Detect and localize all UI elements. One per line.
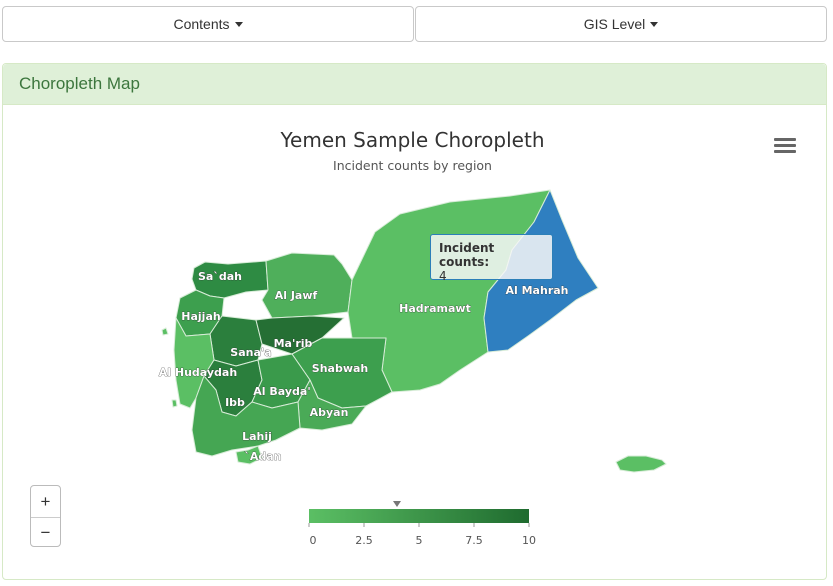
map-subtitle: Incident counts by region (333, 158, 492, 173)
toolbar: Contents GIS Level (2, 6, 827, 42)
region-label-sana-a: Sana'a (230, 346, 271, 359)
region-label-lahij: Lahij (242, 430, 272, 443)
map-title: Yemen Sample Choropleth (280, 128, 545, 152)
caret-down-icon (234, 21, 243, 27)
tooltip-value: 4 (439, 269, 447, 283)
region-abyan[interactable] (297, 379, 367, 431)
gis-level-dropdown-button[interactable]: GIS Level (415, 6, 827, 42)
legend-value-marker (393, 501, 401, 507)
region-label-al-mahrah: Al Mahrah (506, 284, 569, 297)
region-label-hajjah: Hajjah (181, 310, 220, 323)
region-label-shabwah: Shabwah (312, 362, 368, 375)
island-small (171, 399, 178, 408)
region-label-sa-dah: Sa`dah (198, 270, 242, 283)
tooltip-series: Incident counts: (439, 241, 495, 269)
region-label-ma-rib: Ma'rib (274, 337, 313, 350)
legend-tick-label: 5 (416, 534, 423, 547)
panel-title: Choropleth Map (19, 74, 140, 93)
region-label-abyan: Abyan (310, 406, 349, 419)
color-legend: 0 2.5 5 7.5 10 (308, 501, 536, 547)
region-label-ibb: Ibb (225, 396, 245, 409)
zoom-out-button[interactable]: − (31, 517, 60, 546)
hamburger-menu-icon[interactable] (774, 138, 796, 156)
region-al-jawf[interactable] (261, 252, 353, 319)
legend-tick-label: 0 (310, 534, 317, 547)
region-label-al-jawf: Al Jawf (275, 289, 318, 302)
region-label-adan: `Adan (244, 450, 281, 463)
zoom-in-button[interactable]: + (40, 491, 51, 511)
region-ma-rib[interactable] (255, 315, 345, 355)
legend-tick-label: 7.5 (465, 534, 483, 547)
island-small (161, 327, 169, 336)
island-socotra (615, 455, 667, 473)
caret-down-icon (650, 21, 659, 27)
zoom-control: + − (30, 485, 61, 547)
choropleth-panel: Choropleth Map (2, 63, 827, 580)
panel-heading: Choropleth Map (3, 64, 826, 105)
map-tooltip: Incident counts: 4 (430, 234, 553, 283)
region-adan[interactable] (235, 445, 263, 465)
region-label-al-hudaydah: Al Hudaydah (159, 366, 237, 379)
legend-gradient-bar (309, 509, 529, 523)
legend-tick-label: 2.5 (355, 534, 373, 547)
region-label-hadramawt: Hadramawt (399, 302, 471, 315)
region-label-al-bayda: Al Bayda' (253, 385, 310, 398)
contents-label: Contents (173, 16, 230, 32)
contents-dropdown-button[interactable]: Contents (2, 6, 414, 42)
region-lahij[interactable] (191, 375, 301, 457)
legend-tick-label: 10 (522, 534, 536, 547)
region-sa-dah[interactable] (191, 260, 269, 299)
gis-level-label: GIS Level (583, 16, 646, 32)
